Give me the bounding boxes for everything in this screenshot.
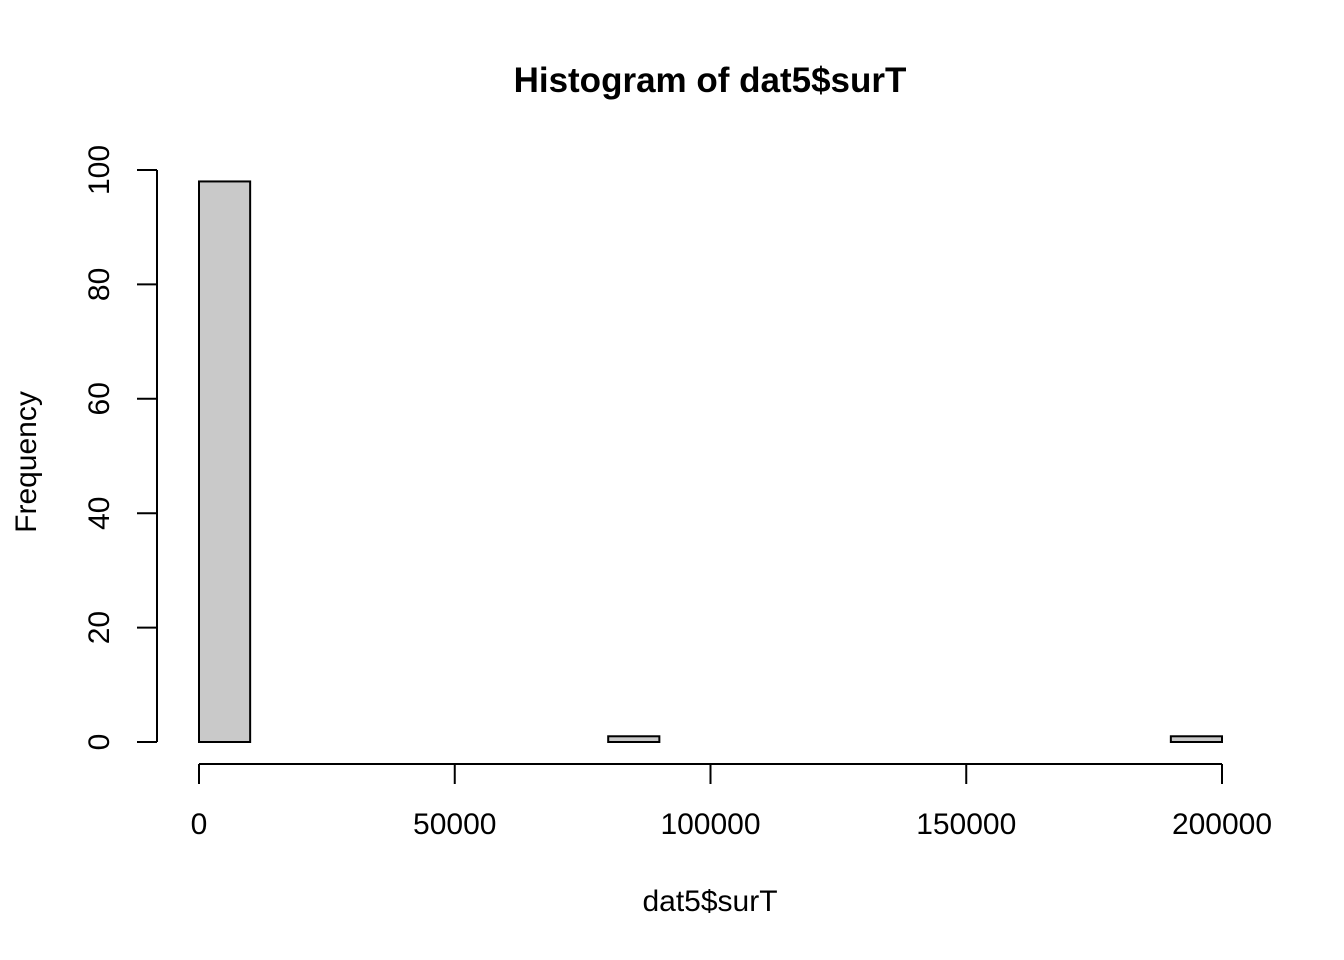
bars-group [198, 180, 1223, 744]
y-tick-label: 20 [83, 611, 116, 644]
histogram-bar-0 [198, 180, 252, 743]
y-tick-label: 0 [83, 734, 116, 751]
x-axis: 0 50000 100000 150000 200000 [191, 763, 1272, 841]
y-tick-label: 60 [83, 382, 116, 415]
y-tick-label: 40 [83, 497, 116, 530]
x-tick-label: 150000 [916, 808, 1016, 841]
histogram-bar-8 [607, 735, 661, 744]
x-tick-label: 100000 [660, 808, 760, 841]
x-axis-label: dat5$surT [642, 885, 777, 918]
histogram-bar-19 [1169, 735, 1223, 744]
y-axis: 0 20 40 60 80 100 [83, 145, 158, 751]
y-axis-label: Frequency [10, 391, 43, 533]
x-tick-label: 50000 [413, 808, 496, 841]
chart-title: Histogram of dat5$surT [514, 61, 907, 100]
y-tick-label: 80 [83, 268, 116, 301]
x-tick-label: 0 [191, 808, 208, 841]
x-tick-label: 200000 [1172, 808, 1272, 841]
y-tick-label: 100 [83, 145, 116, 195]
